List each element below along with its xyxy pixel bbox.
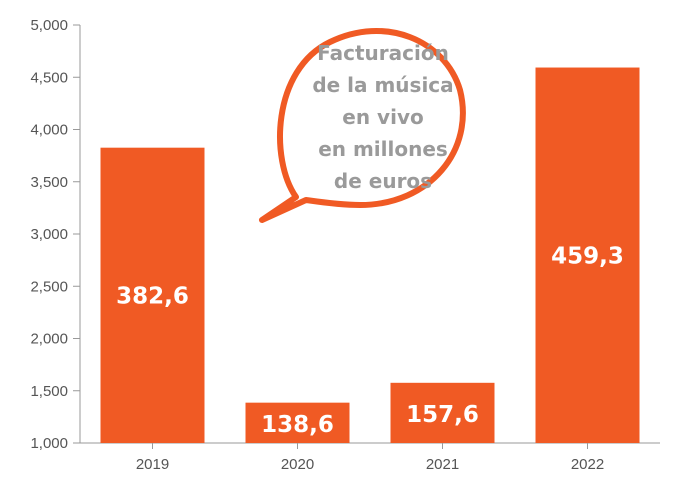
annotation-bubble: Facturación de la música en vivo en millone…: [259, 27, 466, 223]
bars: 382,6 138,6 157,6 459,3: [100, 67, 640, 444]
y-tick-label: 4,000: [30, 122, 68, 139]
x-tick-label-2020: 2020: [281, 456, 314, 473]
speech-bubble-shape: [259, 27, 466, 223]
x-tick-label-2022: 2022: [571, 456, 604, 473]
data-label-2021: 157,6: [406, 402, 479, 428]
annotation-line: en millones: [318, 137, 448, 161]
y-tick-label: 5,000: [30, 17, 68, 34]
y-tick-label: 1,500: [30, 383, 68, 400]
data-label-2019: 382,6: [116, 283, 189, 309]
annotation-text: Facturación de la música en vivo en millone…: [312, 41, 453, 193]
annotation-line: de la música: [312, 73, 453, 97]
x-tick-label-2021: 2021: [426, 456, 459, 473]
y-tick-label: 3,500: [30, 174, 68, 191]
y-tick-label: 2,500: [30, 278, 68, 295]
data-label-2020: 138,6: [261, 412, 334, 438]
bar-2019: [100, 147, 205, 444]
bar-2021: [390, 382, 495, 443]
bar-2022: [535, 67, 640, 444]
x-axis: 2019 2020 2021 2022: [80, 442, 660, 473]
x-tick-label-2019: 2019: [136, 456, 169, 473]
annotation-line: en vivo: [342, 105, 423, 129]
y-tick-label: 2,000: [30, 331, 68, 348]
y-tick-label: 1,000: [30, 435, 68, 452]
y-tick-label: 4,500: [30, 69, 68, 86]
annotation-line: Facturación: [317, 41, 449, 65]
annotation-line: de euros: [334, 169, 432, 193]
y-tick-label: 3,000: [30, 226, 68, 243]
bar-2020: [245, 402, 350, 443]
y-axis: 1,000 1,500 2,000 2,500 3,000 3,500 4,000 4,500…: [30, 17, 81, 452]
data-label-2022: 459,3: [551, 243, 624, 269]
